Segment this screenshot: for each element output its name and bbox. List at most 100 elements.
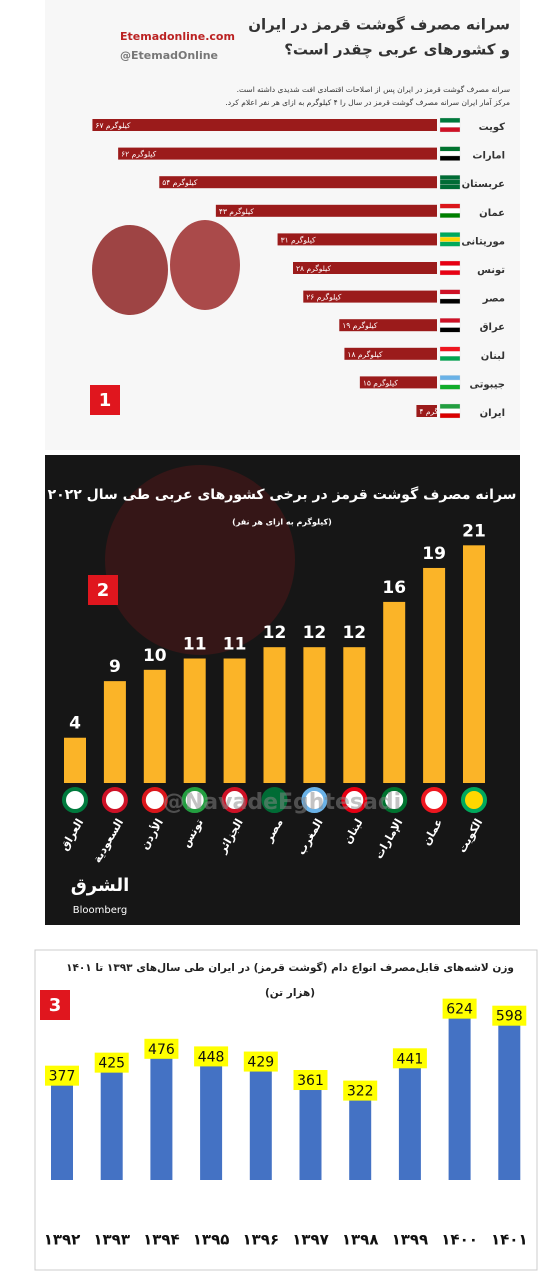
flag	[101, 787, 128, 813]
bar	[277, 233, 437, 246]
category-label: ۱۳۹۵	[193, 1231, 230, 1249]
flag	[439, 155, 461, 161]
source: Etemadonline.com	[120, 30, 235, 43]
badge-label: 3	[49, 995, 62, 1016]
category-label: ۱۳۹۶	[242, 1231, 279, 1249]
bar	[339, 319, 437, 332]
badge-label: 1	[99, 390, 112, 411]
value-label: 16	[382, 578, 406, 598]
value-label: ۴ کیلوگرم	[419, 407, 450, 416]
flag	[439, 375, 461, 381]
category-label: ۱۳۹۷	[292, 1231, 329, 1249]
bar	[423, 567, 446, 783]
flag	[439, 236, 461, 242]
flag	[141, 787, 168, 813]
value-label: 448	[198, 1049, 225, 1065]
flag	[439, 175, 461, 181]
value-label: 21	[462, 521, 486, 541]
flag	[421, 787, 448, 813]
meat-illustration	[170, 220, 240, 310]
bar	[498, 1017, 521, 1180]
source: @EtemadOnline	[120, 49, 218, 62]
bar	[143, 669, 166, 783]
flag	[301, 787, 328, 813]
flag	[341, 787, 368, 813]
bar	[92, 119, 437, 131]
flag	[439, 403, 461, 409]
bar	[103, 681, 126, 783]
badge-label: 2	[97, 580, 110, 601]
category-label: عراق	[480, 322, 505, 333]
value-label: ۳۱ کیلوگرم	[281, 235, 316, 244]
value-label: ۲۶ کیلوگرم	[306, 293, 341, 302]
watermark-logo	[105, 465, 295, 655]
bar	[183, 658, 206, 783]
panel-1	[45, 0, 520, 450]
value-label: ۱۹ کیلوگرم	[342, 321, 377, 330]
flag	[439, 241, 461, 247]
value-label: 9	[109, 657, 121, 677]
value-label-box	[492, 1005, 527, 1026]
value-label: 12	[342, 623, 366, 643]
value-label: 12	[263, 623, 287, 643]
flag	[439, 270, 461, 276]
value-label-box	[243, 1051, 278, 1072]
flag	[439, 408, 461, 414]
flag	[439, 232, 461, 238]
flag	[181, 787, 208, 813]
bar	[448, 1010, 471, 1180]
bar	[263, 647, 286, 783]
subtitle: (هزار تن)	[265, 987, 315, 999]
flag	[439, 122, 461, 128]
value-label-box	[194, 1046, 229, 1067]
value-label-box	[94, 1052, 129, 1073]
flag	[439, 294, 461, 300]
flag	[439, 318, 461, 324]
flag	[439, 260, 461, 266]
bar	[51, 1077, 73, 1180]
value-label: ۱۸ کیلوگرم	[347, 350, 382, 359]
value-label: 19	[422, 544, 446, 564]
flag	[439, 212, 461, 218]
flag	[439, 384, 461, 390]
flag	[439, 379, 461, 385]
category-label: ۱۳۹۲	[44, 1231, 81, 1249]
value-label: 361	[297, 1073, 324, 1089]
flag	[439, 117, 461, 123]
category-label: عمان	[479, 208, 505, 219]
flag	[261, 787, 288, 813]
bar	[416, 405, 437, 417]
category-label: ۱۳۹۹	[392, 1231, 429, 1249]
value-label: ۶۷ کیلوگرم	[95, 121, 130, 130]
value-label: ۴۳ کیلوگرم	[219, 207, 254, 216]
bar	[343, 647, 366, 783]
flag	[439, 355, 461, 361]
category-label: امارات	[472, 151, 505, 162]
watermark: @NavadeEghtesadi	[163, 790, 401, 815]
category-label: ۱۴۰۱	[491, 1231, 528, 1249]
flag	[381, 787, 408, 813]
flag	[439, 127, 461, 133]
category-label: ۱۳۹۳	[93, 1231, 130, 1249]
bar	[303, 290, 437, 303]
flag	[439, 298, 461, 304]
flag	[461, 787, 487, 813]
bar	[159, 176, 438, 189]
subtitle: سرانه مصرف گوشت قرمز در ایران پس از اصلا…	[237, 85, 510, 94]
value-label: ۲۸ کیلوگرم	[296, 264, 331, 273]
logo: Bloomberg	[73, 905, 127, 916]
chart-title: وزن لاشه‌های قابل‌مصرف انواع دام (گوشت ق…	[66, 961, 514, 974]
category-label: عربستان	[462, 179, 505, 190]
flag	[221, 787, 248, 813]
flag	[439, 322, 461, 328]
value-label: 11	[183, 635, 207, 655]
value-label: 624	[446, 1002, 473, 1018]
value-label-box	[293, 1070, 328, 1091]
badge	[88, 575, 118, 605]
chart-title: سرانه مصرف گوشت قرمز در برخی کشورهای عرب…	[48, 486, 517, 503]
subtitle: (کیلوگرم به ازای هر نفر)	[232, 517, 332, 527]
value-label-box	[343, 1080, 378, 1101]
badge	[90, 385, 120, 415]
